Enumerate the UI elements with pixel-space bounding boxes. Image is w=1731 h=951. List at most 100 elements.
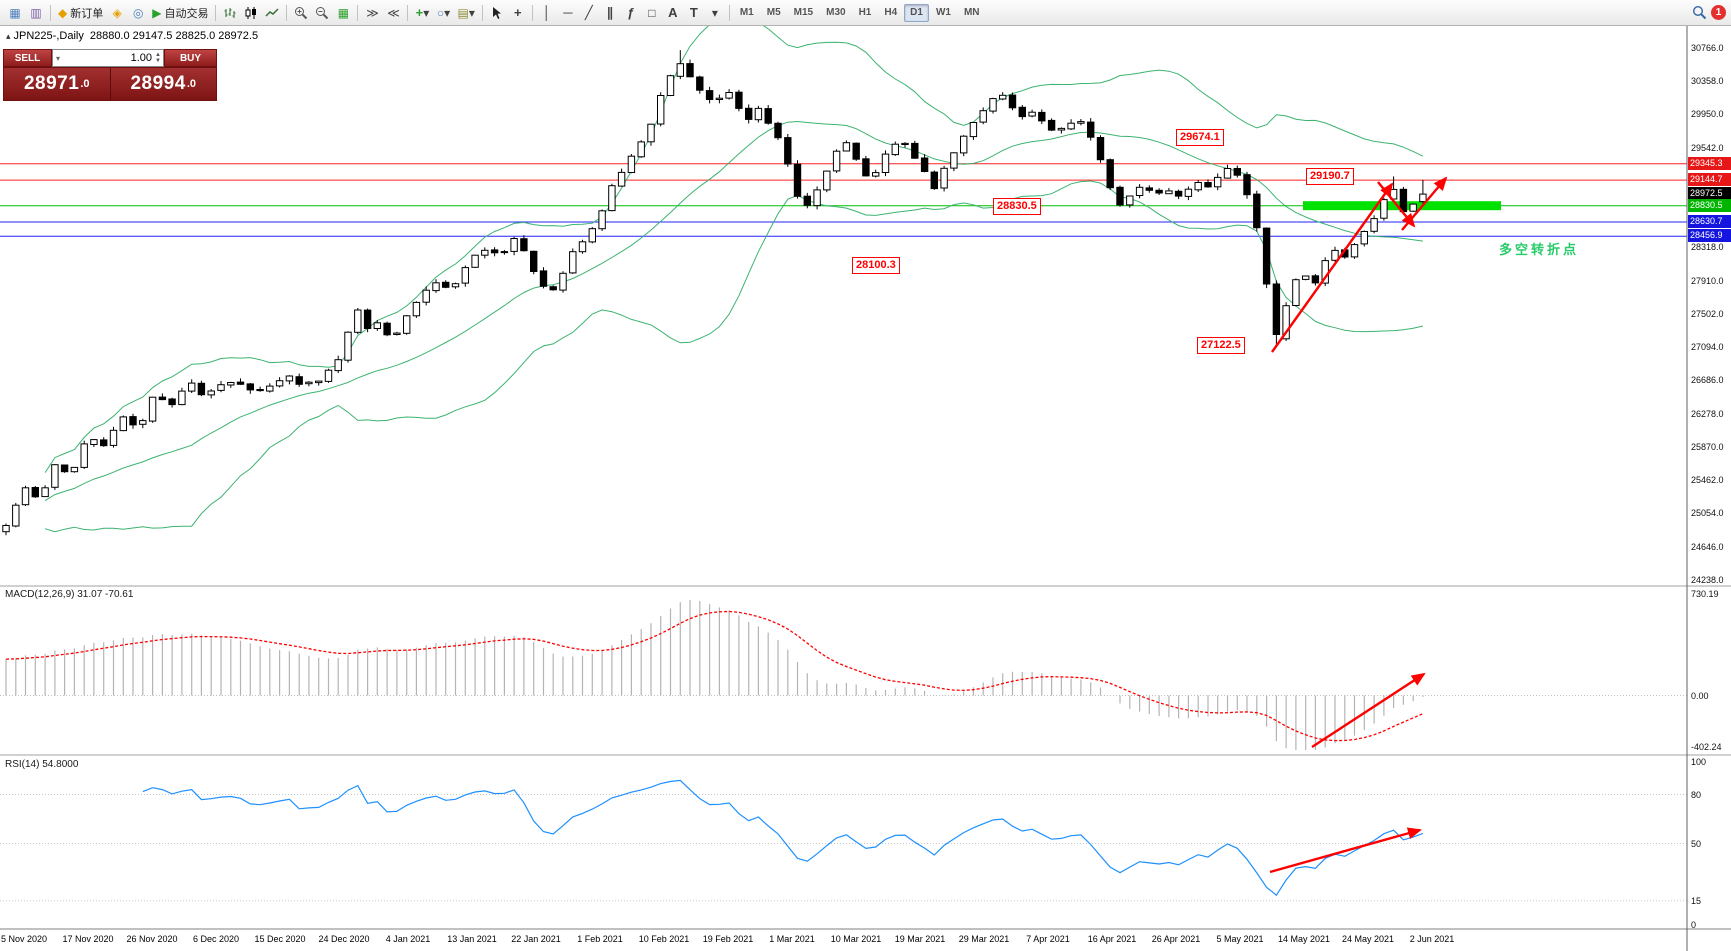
metaeditor-icon: ◈ [112,5,122,20]
price-annotation-box[interactable]: 29674.1 [1176,129,1224,146]
price-annotation-box[interactable]: 28100.3 [852,257,900,274]
macd-scale-label: 730.19 [1691,589,1719,599]
timeframe-button-MN[interactable]: MN [963,7,980,18]
cursor-tool-button[interactable] [487,3,507,23]
toolbar-separator [215,4,217,21]
search-button[interactable] [1689,3,1710,23]
price-annotation-box[interactable]: 28830.5 [993,198,1041,215]
shapes-icon: □ [648,5,656,20]
price-axis-line-label: 29144.7 [1688,173,1731,186]
toolbar-separator [531,4,533,21]
periods-button[interactable]: ○ ▾ [433,3,453,23]
horizontal-line-icon: ─ [563,5,573,20]
timeframe-button-M5[interactable]: M5 [766,7,781,18]
trend-arrow-main[interactable] [1271,182,1394,353]
volume-dropdown-icon[interactable]: ▾ [56,53,61,63]
new-order-label: 新订单 [70,7,104,20]
new-order-icon: ◆ [58,5,68,20]
timeframe-button-M15[interactable]: M15 [793,7,814,18]
timeframe-button-M1[interactable]: M1 [739,7,754,18]
price-annotation-box[interactable]: 27122.5 [1197,337,1245,354]
volume-value[interactable]: 1.00 [130,52,153,64]
timeframe-button-H1[interactable]: H1 [858,7,872,18]
volume-down-icon[interactable]: ▼ [155,58,161,64]
channel-tool-button[interactable]: ∥ [600,3,620,23]
trendline-tool-button[interactable]: ╱ [579,3,599,23]
candlestick-mode-button[interactable] [241,3,261,23]
buy-price-display[interactable]: 28994.0 [110,68,216,100]
auto-scroll-button[interactable]: ≫ [362,3,382,23]
one-click-toggle-icon[interactable]: ▴ [6,31,11,41]
macd-histogram [5,600,1424,750]
date-axis-label: 26 Apr 2021 [1151,934,1201,944]
price-annotation-box[interactable]: 29190.7 [1306,168,1354,185]
price-axis-tick: 25462.0 [1691,475,1724,485]
market-watch-button[interactable]: ◎ [128,3,148,23]
fibonacci-icon: ƒ [627,5,635,20]
buy-button[interactable]: BUY [164,49,217,67]
price-axis-tick: 25054.0 [1691,508,1724,518]
date-axis-label: 19 Mar 2021 [894,934,946,944]
auto-trading-icon: ▶ [152,5,162,20]
trend-arrow-macd[interactable] [1311,672,1426,749]
auto-trading-button[interactable]: ▶ 自动交易 [149,3,211,23]
timeframe-button-W1[interactable]: W1 [935,7,951,18]
dropdown-arrow-icon: ▾ [423,5,430,20]
rsi-scale-label: 100 [1691,757,1707,767]
price-axis-tick: 27094.0 [1691,342,1724,352]
chart-profiles-icon: ▥ [30,5,42,20]
horizontal-line-tool-button[interactable]: ─ [558,3,578,23]
shapes-tool-button[interactable]: □ [642,3,662,23]
chart-profiles-button[interactable]: ▥ [26,3,46,23]
rsi-line [142,779,1424,897]
notification-badge[interactable]: 1 [1711,5,1726,20]
timeframe-button-M30[interactable]: M30 [826,7,846,18]
timeframe-button-D1[interactable]: D1 [904,3,929,22]
timeframe-button-H4[interactable]: H4 [884,7,898,18]
candlestick-series [2,50,1427,536]
bar-chart-mode-button[interactable] [220,3,240,23]
periods-icon: ○ [436,5,445,20]
trend-arrow-rsi[interactable] [1269,827,1422,874]
sell-price-display[interactable]: 28971.0 [4,68,111,100]
label-tool-button[interactable]: T [684,3,704,23]
chart-title: ▴ JPN225-,Daily 28880.0 29147.5 28825.0 28… [6,30,258,42]
trend-arrow-main[interactable] [1401,176,1448,231]
rsi-scale-label: 0 [1691,919,1697,930]
crosshair-tool-button[interactable]: + [508,3,528,23]
toolbar-separator [357,4,359,21]
line-chart-mode-button[interactable] [262,3,282,23]
metaeditor-button[interactable]: ◈ [107,3,127,23]
templates-button[interactable]: ▤ ▾ [454,3,477,23]
sell-button[interactable]: SELL [3,49,52,67]
price-axis-line-label: 28456.9 [1688,229,1731,242]
line-chart-icon [265,7,279,17]
fibonacci-tool-button[interactable]: ƒ [621,3,641,23]
indicators-button[interactable]: + ▾ [412,3,432,23]
new-chart-button[interactable]: ▦ [5,3,25,23]
zoom-in-button[interactable] [291,3,311,23]
trend-arrow-main[interactable] [1377,181,1416,228]
turning-point-label[interactable]: 多空转折点 [1499,242,1580,257]
price-axis-tick: 30766.0 [1691,43,1724,53]
auto-trading-label: 自动交易 [164,7,209,20]
search-icon [1692,5,1707,20]
tile-windows-button[interactable]: ▦ [333,3,353,23]
date-axis-label: 22 Jan 2021 [511,934,561,944]
new-chart-icon: ▦ [9,5,21,20]
chart-ohlc-values: 28880.0 29147.5 28825.0 28972.5 [89,30,259,42]
zoom-out-button[interactable] [312,3,332,23]
new-order-button[interactable]: ◆ 新订单 [55,3,106,23]
toolbar-separator [286,4,288,21]
rsi-scale-label: 50 [1691,838,1702,849]
text-tool-button[interactable]: A [663,3,683,23]
volume-spinner[interactable]: ▲ ▼ [155,52,163,64]
vertical-line-tool-button[interactable]: │ [537,3,557,23]
chart-shift-icon: ≪ [387,5,400,20]
chart-shift-button[interactable]: ≪ [383,3,403,23]
arrows-tool-button[interactable]: ▾ [705,3,725,23]
volume-input[interactable]: ▾ 1.00 ▲ ▼ [52,49,164,67]
volume-up-icon[interactable]: ▲ [155,52,161,58]
toolbar-separator [481,4,483,21]
